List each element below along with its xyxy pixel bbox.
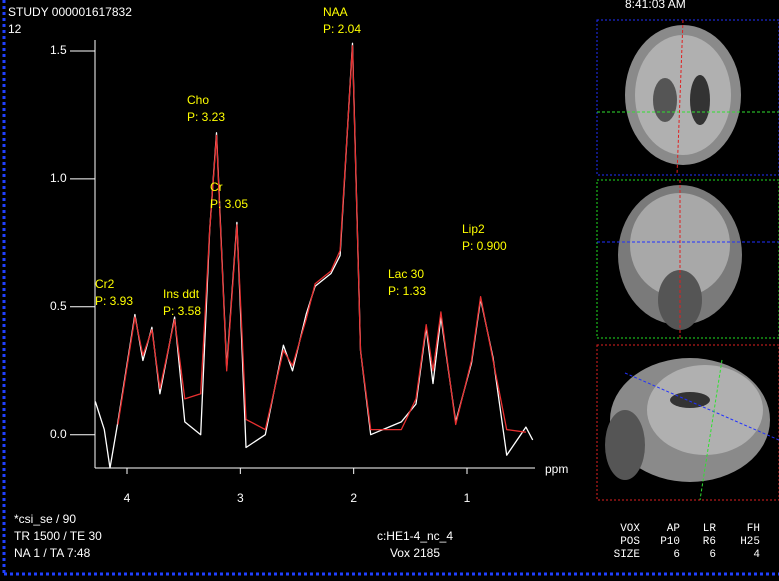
voxel-table-cell: FH (747, 523, 760, 535)
voxel-table-cell: H25 (740, 536, 760, 548)
x-tick-label: 1 (464, 491, 471, 505)
peak-name: Cr (210, 180, 223, 194)
slice-number: 12 (8, 22, 22, 36)
voxel-table-cell: P10 (660, 536, 680, 548)
brain-image (647, 365, 763, 455)
voxel-table-cell: POS (620, 536, 640, 548)
screen: STUDY 000001617832 12 8:41:03 AM *csi_se… (0, 0, 779, 581)
y-tick-label: 1.5 (50, 43, 67, 57)
voxel-table-cell: R6 (703, 536, 716, 548)
y-tick-label: 0.5 (50, 299, 67, 313)
brain-image (635, 35, 731, 155)
x-tick-label: 2 (350, 491, 357, 505)
voxel-table-cell: AP (667, 523, 681, 535)
peak-position: P: 3.58 (163, 304, 201, 318)
y-tick-label: 1.0 (50, 171, 67, 185)
voxel-table-cell: 6 (709, 549, 716, 561)
peak-name: Ins ddt (163, 287, 200, 301)
peak-name: NAA (323, 5, 348, 19)
x-tick-label: 3 (237, 491, 244, 505)
tr-te-info: TR 1500 / TE 30 (14, 529, 102, 543)
brain-image (670, 392, 710, 408)
peak-position: P: 3.23 (187, 110, 225, 124)
x-tick-label: 4 (124, 491, 131, 505)
peak-position: P: 3.05 (210, 197, 248, 211)
y-tick-label: 0.0 (50, 427, 67, 441)
peak-position: P: 0.900 (462, 239, 507, 253)
voxel-table-cell: VOX (620, 523, 640, 535)
voxel-table-cell: LR (703, 523, 717, 535)
study-id: STUDY 000001617832 (8, 5, 132, 19)
brain-image (605, 410, 645, 480)
voxel-table-cell: 4 (753, 549, 760, 561)
voxel-number: Vox 2185 (390, 546, 440, 560)
x-axis-label: ppm (545, 462, 568, 476)
sequence-info: *csi_se / 90 (14, 512, 76, 526)
peak-name: Cho (187, 93, 209, 107)
peak-position: P: 2.04 (323, 22, 361, 36)
peak-name: Cr2 (95, 277, 115, 291)
peak-position: P: 3.93 (95, 294, 133, 308)
voxel-table-cell: 6 (673, 549, 680, 561)
file-name: c:HE1-4_nc_4 (377, 529, 453, 543)
peak-name: Lip2 (462, 222, 485, 236)
peak-position: P: 1.33 (388, 284, 426, 298)
voxel-table-cell: SIZE (614, 549, 641, 561)
brain-image (690, 75, 710, 125)
time: 8:41:03 AM (625, 0, 686, 11)
brain-image (653, 78, 677, 122)
peak-name: Lac 30 (388, 267, 424, 281)
na-ta-info: NA 1 / TA 7:48 (14, 546, 91, 560)
